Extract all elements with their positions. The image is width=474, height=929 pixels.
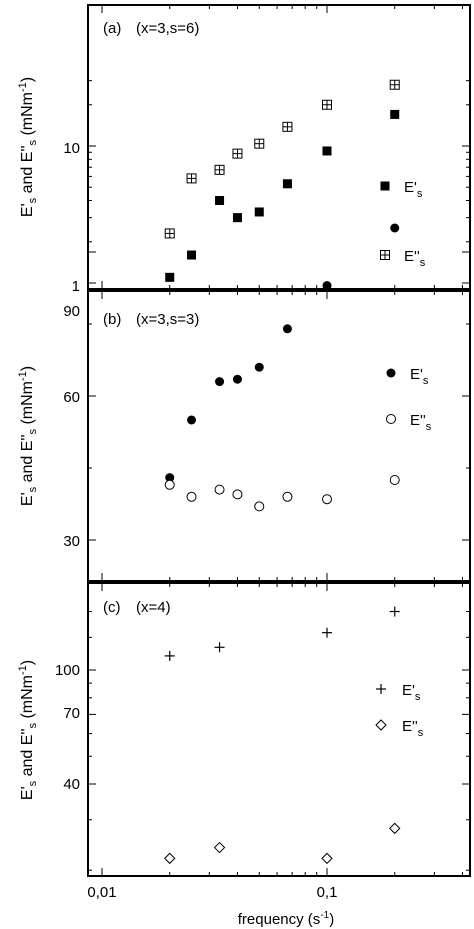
panel-c-ytick-label: 70 — [63, 705, 80, 722]
panel-a-series-storage-point — [165, 272, 175, 282]
panel-a-series-loss-point — [164, 228, 175, 239]
panel-a-series-loss-point — [214, 164, 225, 175]
panel-c-series-storage-point — [322, 627, 332, 638]
panel-a-condition: (x=3,s=6) — [136, 20, 199, 37]
panel-a-legend-label: E's — [404, 179, 423, 200]
panel-a-series-loss-point — [322, 99, 332, 110]
panel-a-series-storage-point — [390, 109, 400, 119]
panel-c-condition: (x=4) — [136, 599, 171, 616]
panel-b-series-loss-point — [389, 475, 400, 485]
panel-a-series-loss-point — [232, 148, 243, 159]
panel-c-ytick-label: 40 — [63, 776, 80, 793]
panel-a-ytick-label: 10 — [63, 140, 80, 157]
xtick-label: 0,01 — [87, 884, 116, 901]
panel-c-series-storage-point — [164, 650, 175, 661]
panel-b-series-storage-point — [322, 281, 332, 291]
panel-c-legend-label: E's — [402, 682, 421, 703]
legend-marker — [386, 414, 396, 424]
panel-b-series-loss-point — [282, 491, 293, 502]
panel-a-y-axis-label: E's and E''s (mNm-1) — [17, 77, 39, 217]
panel-b-series-loss-point — [186, 491, 197, 502]
panel-a-series-storage-point — [215, 196, 225, 206]
panel-a-label: (a) — [103, 20, 121, 37]
panel-c-y-axis-label: E's and E''s (mNm-1) — [17, 660, 39, 800]
legend-marker — [386, 368, 396, 378]
panel-a-series-loss-point — [282, 121, 293, 132]
xtick-label: 0,1 — [317, 884, 338, 901]
panel-c-ytick-label: 100 — [55, 662, 80, 679]
panel-c-series-storage-point — [389, 606, 400, 617]
data-marks — [164, 79, 401, 865]
legend-marker — [376, 684, 386, 694]
panel-b-series-storage-point — [390, 223, 400, 233]
panel-c-series-storage-point — [214, 642, 225, 653]
panel-c-series-loss-point — [164, 852, 176, 865]
panel-b-series-storage-point — [187, 415, 197, 425]
panel-a-series-loss-point — [254, 138, 265, 149]
panel-b-ytick-label: 90 — [63, 303, 80, 320]
panel-c-series-loss-point — [389, 822, 401, 835]
panel-b-condition: (x=3,s=3) — [136, 311, 199, 328]
panel-b-series-loss-point — [164, 479, 175, 490]
panel-b-series-storage-point — [165, 473, 175, 483]
panel-a-series-loss-point — [186, 173, 197, 184]
legend-marker — [380, 250, 390, 260]
panel-a-series-loss-point — [389, 79, 400, 90]
panel-a-series-storage-point — [282, 179, 292, 189]
panel-b-legend-label: E's — [410, 366, 429, 387]
panel-b-series-loss-point — [214, 484, 225, 495]
panel-b-ytick-label: 60 — [63, 389, 80, 406]
panel-b-y-axis-label: E's and E''s (mNm-1) — [17, 366, 39, 506]
legend-marker — [380, 181, 390, 191]
panel-a-legend-label: E''s — [404, 248, 426, 269]
panel-a-ytick-label: 1 — [72, 278, 80, 295]
panel-c-series-loss-point — [321, 852, 333, 865]
panel-b-label: (b) — [103, 311, 121, 328]
panel-b-series-storage-point — [215, 377, 225, 387]
panel-b-series-storage-point — [254, 362, 264, 372]
panel-b-series-storage-point — [232, 374, 242, 384]
panel-c-frame — [87, 582, 471, 877]
panel-b-series-storage-point — [282, 324, 292, 334]
axis-ticks — [88, 5, 470, 876]
panel-a-series-storage-point — [322, 146, 332, 156]
panel-b-series-loss-point — [232, 489, 243, 500]
panel-c-series-loss-point — [213, 841, 226, 854]
legend-marker — [375, 719, 387, 731]
panel-b-legend-label: E''s — [410, 412, 432, 433]
x-axis-label: frequency (s-1) — [238, 910, 334, 928]
panel-a-frame — [87, 4, 471, 290]
panel-b-ytick-label: 30 — [63, 533, 80, 550]
panel-c-label: (c) — [103, 599, 121, 616]
panel-b-series-loss-point — [254, 501, 265, 512]
panel-b-frame — [87, 290, 471, 582]
panel-b-series-loss-point — [322, 494, 332, 505]
panel-c-legend-label: E''s — [402, 718, 424, 739]
panel-a-series-storage-point — [232, 213, 242, 223]
panel-a-series-storage-point — [254, 207, 264, 217]
panel-a-series-storage-point — [187, 250, 197, 260]
